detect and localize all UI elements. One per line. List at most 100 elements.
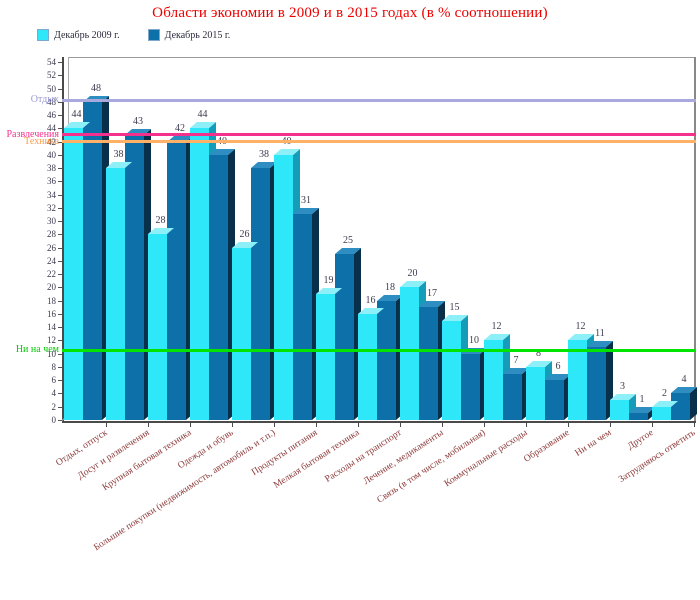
y-tick-label: 12 [47,335,56,346]
bar-value-2015: 18 [385,281,395,293]
x-tick-mark [568,423,569,427]
y-tick-label: 2 [51,401,57,412]
reference-line [62,133,696,137]
x-tick-mark [274,423,275,427]
bar-value-2009: 12 [575,321,586,333]
bar-2015-front [545,380,564,420]
y-tick-mark [58,75,62,77]
y-tick-label: 40 [47,149,56,160]
y-tick-label: 18 [47,295,56,306]
bar-value-2015: 4 [681,374,687,386]
bar-2009-front [526,366,545,420]
chart-canvas: Области экономии в 2009 и в 2015 годах (… [7,5,698,553]
bar-value-2015: 10 [469,334,479,346]
y-tick-label: 24 [47,255,56,266]
bar-value-2009: 19 [323,275,334,287]
bar-value-2009: 15 [449,301,460,313]
reference-line [62,348,696,352]
bar-2009-front [106,168,125,420]
bar-value-2009: 28 [155,215,166,227]
y-tick-label: 16 [47,308,56,319]
reference-line-label: Отдых [30,94,59,106]
bar-value-2015: 38 [259,149,269,161]
y-tick-label: 8 [51,361,57,372]
bar-2009-front [190,128,209,420]
bar-2009-front [652,406,671,420]
bar-2009-front [442,320,461,420]
y-tick-label: 6 [51,375,57,386]
legend: Декабрь 2009 г. Декабрь 2015 г. [37,29,230,41]
x-tick-mark [526,423,527,427]
bar-2015-front [503,373,522,420]
y-tick-mark [58,340,62,342]
reference-line-label: Техника [24,135,59,147]
bar-2015-front [461,353,480,420]
x-tick-mark [484,423,485,427]
bar-2009-front [64,128,83,420]
y-tick-label: 44 [47,123,56,134]
y-tick-label: 26 [47,242,56,253]
y-tick-mark [58,181,62,183]
bar-value-2015: 48 [91,82,101,94]
y-tick-label: 52 [47,70,56,81]
y-tick-label: 0 [51,415,57,425]
bar-2009-front [232,247,251,420]
y-axis-line [62,57,64,423]
x-tick-mark [232,423,233,427]
y-tick-mark [58,300,62,302]
chart-title: Области экономии в 2009 и в 2015 годах (… [152,5,548,21]
x-tick-mark [694,423,695,427]
y-tick-mark [58,168,62,170]
bar-value-2015: 6 [555,361,561,373]
y-tick-mark [58,115,62,117]
x-tick-mark [316,423,317,427]
x-tick-mark [190,423,191,427]
y-tick-mark [58,194,62,196]
bar-2015-front [209,154,228,420]
y-tick-label: 30 [47,216,56,227]
bar-value-2009: 3 [620,381,625,393]
y-tick-label: 28 [47,229,56,240]
y-tick-label: 14 [47,322,56,333]
y-tick-label: 46 [47,110,56,121]
bar-2009-front [274,154,293,420]
bar-2009-front [358,313,377,420]
bar-2015-front [251,168,270,420]
x-tick-mark [148,423,149,427]
x-tick-mark [652,423,653,427]
x-tick-mark [106,423,107,427]
bar-2015-front [377,300,396,420]
reference-line-label: Ни на чем [15,344,59,356]
bar-2015-front [419,307,438,420]
bar-2009-front [610,400,629,420]
bar-value-2009: 12 [491,321,502,333]
y-tick-mark [58,420,62,421]
x-tick-mark [358,423,359,427]
bar-value-2015: 31 [301,195,311,207]
plot-border-top [68,57,696,58]
bar-value-2009: 26 [239,228,250,240]
y-tick-mark [58,234,62,236]
y-tick-mark [58,128,62,130]
bar-2015-front [671,393,690,420]
bar-2015-front [125,134,144,420]
bar-value-2009: 20 [407,268,418,280]
y-tick-mark [58,380,62,382]
y-tick-label: 22 [47,269,56,280]
y-tick-mark [58,101,62,103]
y-tick-mark [58,221,62,223]
y-tick-mark [58,313,62,315]
y-tick-label: 32 [47,202,56,213]
bar-value-2015: 1 [639,394,645,406]
bar-value-2015: 25 [343,235,353,247]
bar-2009-front [484,340,503,420]
legend-swatch-2009-icon [37,29,49,41]
y-tick-mark [58,327,62,329]
y-tick-label: 34 [47,189,56,200]
bar-2015-front [629,413,648,420]
bar-2009-front [568,340,587,420]
x-axis-line [62,421,696,423]
legend-label-2015: Декабрь 2015 г. [164,29,231,41]
bar-value-2015: 42 [175,122,185,134]
y-tick-mark [58,207,62,209]
